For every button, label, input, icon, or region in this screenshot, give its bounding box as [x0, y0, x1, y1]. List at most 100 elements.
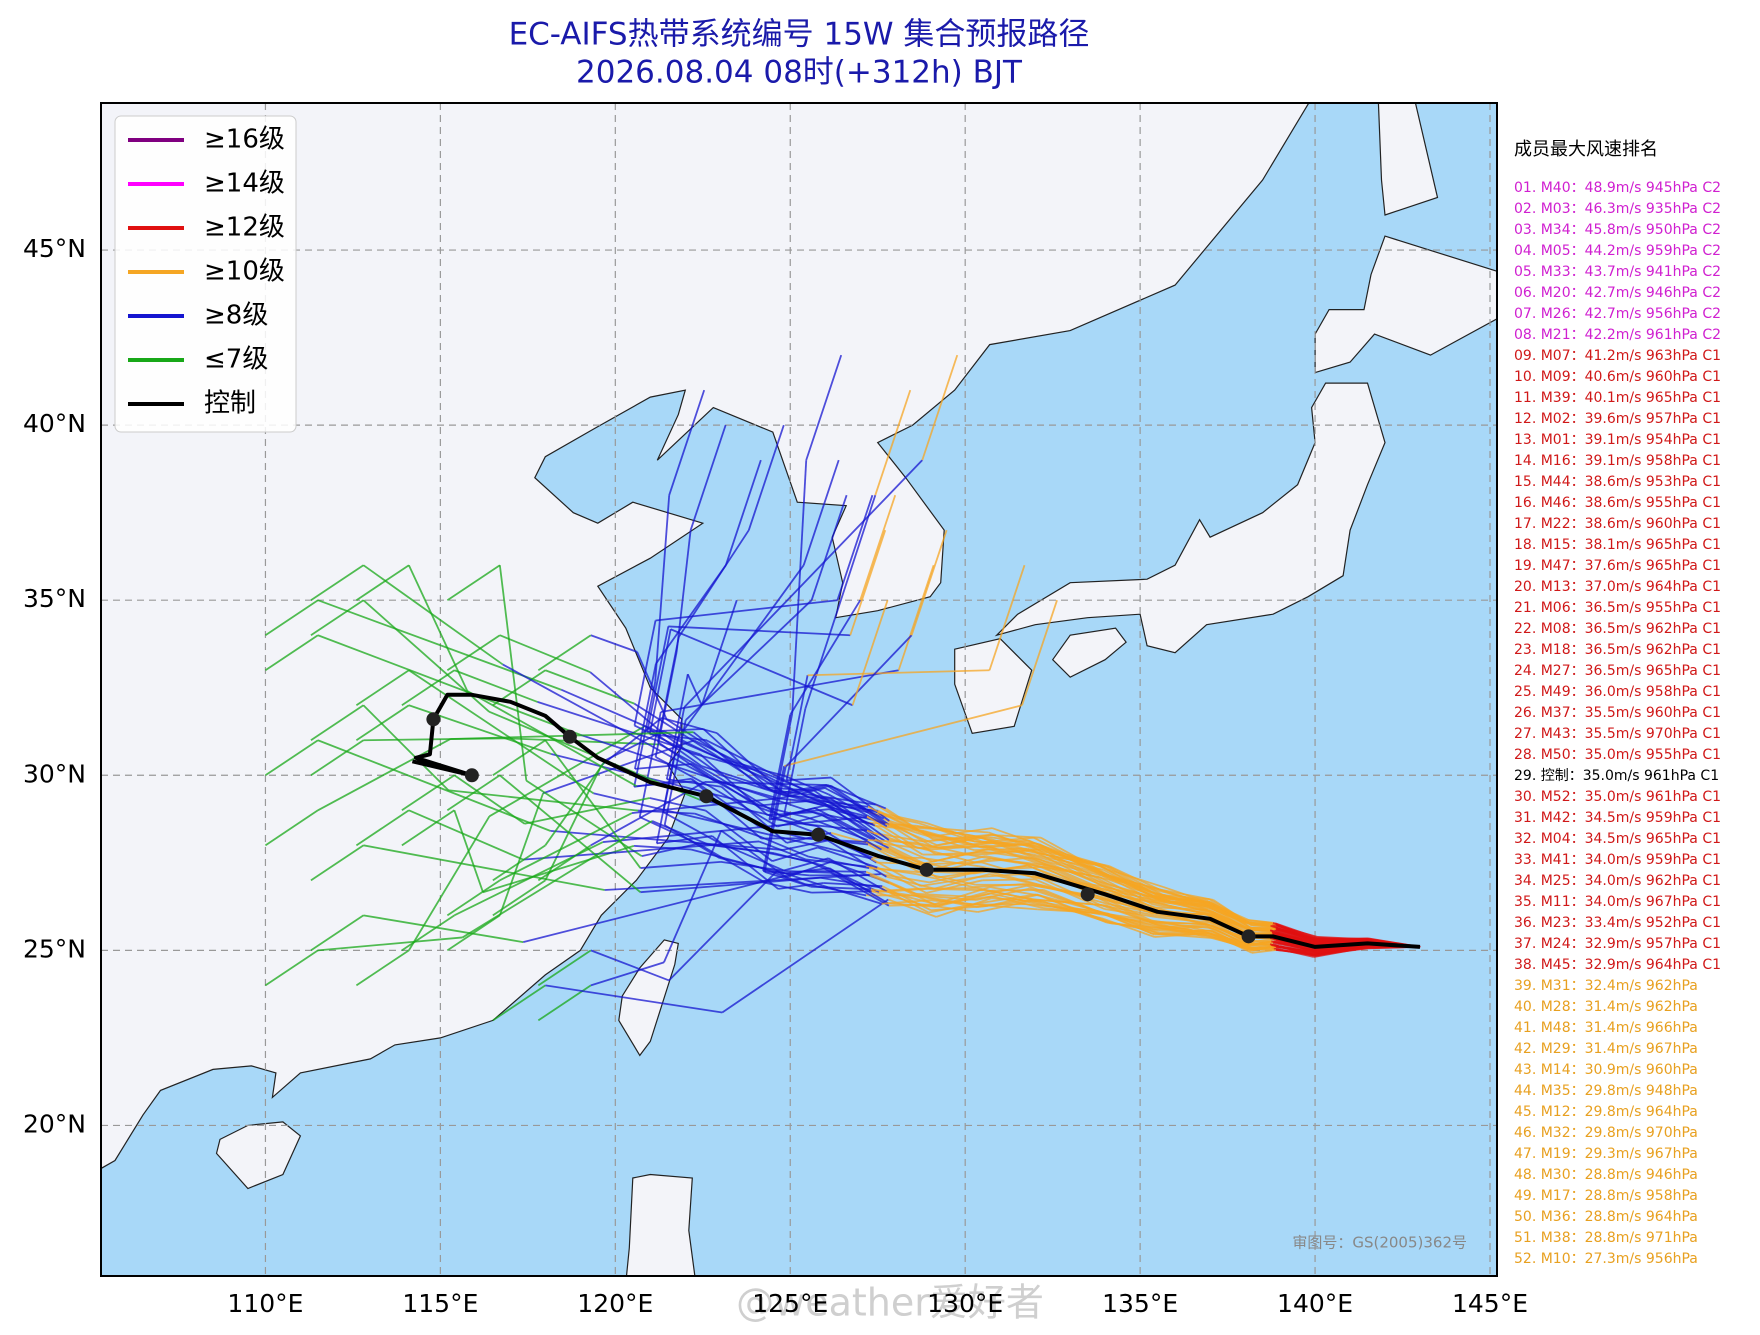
member-track [1151, 924, 1206, 929]
frame [100, 102, 1498, 1277]
ranking-item: 37. M24：32.9m/s 957hPa C1 [1514, 936, 1721, 952]
member-track [488, 725, 646, 818]
member-track [1030, 899, 1102, 914]
member-track [1209, 921, 1249, 945]
member-track [782, 784, 828, 794]
member-track [759, 800, 807, 807]
ranking-item: 46. M32：29.8m/s 970hPa [1514, 1125, 1698, 1141]
member-track [264, 634, 319, 671]
member-track [973, 884, 1028, 898]
member-track [656, 835, 713, 845]
legend-label: ≥10级 [204, 257, 285, 287]
control-point [699, 789, 714, 804]
member-track [492, 739, 546, 777]
ranking-item: 26. M37：35.5m/s 960hPa C1 [1514, 705, 1721, 721]
member-track [1205, 902, 1246, 928]
ranking-item: 18. M15：38.1m/s 965hPa C1 [1514, 537, 1721, 553]
x-tick-label: 115°E [402, 1289, 478, 1318]
member-track [1207, 931, 1247, 946]
x-tick-label: 135°E [1102, 1289, 1178, 1318]
member-track [929, 855, 986, 871]
member-track [859, 494, 897, 601]
y-tick-label: 35°N [23, 584, 86, 613]
member-track [499, 774, 641, 893]
ranking-item: 12. M02：39.6m/s 957hPa C1 [1514, 411, 1721, 427]
member-track [633, 620, 657, 726]
ranking-item: 03. M34：45.8m/s 950hPa C2 [1514, 222, 1721, 238]
ranking-item: 33. M41：34.0m/s 959hPa C1 [1514, 852, 1721, 868]
member-track [805, 870, 867, 873]
member-track [670, 628, 853, 707]
ranking-item: 50. M36：28.8m/s 964hPa [1514, 1209, 1698, 1225]
member-track [935, 897, 992, 918]
member-track [829, 817, 889, 849]
x-tick-label: 120°E [577, 1289, 653, 1318]
member-track [718, 841, 785, 872]
member-track [707, 843, 775, 855]
y-tick-label: 40°N [23, 409, 86, 438]
ranking-item: 30. M52：35.0m/s 961hPa C1 [1514, 789, 1721, 805]
member-track [1037, 865, 1108, 894]
member-track [885, 807, 935, 841]
control-track [411, 692, 1421, 949]
member-track [1211, 937, 1250, 949]
member-track [446, 564, 501, 601]
ranking-item: 21. M06：36.5m/s 955hPa C1 [1514, 600, 1721, 616]
member-track [646, 626, 670, 732]
member-track [1207, 918, 1247, 942]
x-tick-label: 130°E [927, 1289, 1003, 1318]
member-track [668, 870, 778, 982]
ranking-item: 20. M13：37.0m/s 964hPa C1 [1514, 579, 1721, 595]
member-track [550, 753, 808, 819]
legend-label: ≥16级 [204, 125, 285, 155]
y-tick-label: 25°N [23, 934, 86, 963]
member-track [1312, 938, 1367, 943]
y-tick-label: 30°N [23, 759, 86, 788]
member-track [545, 984, 723, 1014]
member-track [1272, 921, 1316, 941]
ranking-title: 成员最大风速排名 [1514, 139, 1658, 160]
ranking-item: 38. M45：32.9m/s 964hPa C1 [1514, 957, 1721, 973]
ranking-item: 31. M42：34.5m/s 959hPa C1 [1514, 810, 1721, 826]
member-track [1156, 897, 1210, 909]
member-track [363, 914, 524, 943]
member-track [446, 879, 501, 917]
member-track [918, 822, 976, 843]
member-track [1104, 908, 1158, 919]
member-track [814, 807, 876, 840]
control-point [562, 729, 577, 744]
ranking-item: 07. M26：42.7m/s 956hPa C2 [1514, 306, 1721, 322]
member-track [810, 494, 848, 601]
member-track [499, 634, 591, 674]
member-track [355, 809, 410, 847]
ranking-item: 19. M47：37.6m/s 965hPa C1 [1514, 558, 1721, 574]
member-track [817, 846, 878, 869]
ranking-item: 51. M38：28.8m/s 971hPa [1514, 1230, 1698, 1246]
member-track [1152, 895, 1207, 902]
member-track [805, 800, 868, 818]
member-track [1269, 929, 1314, 943]
ranking-item: 23. M18：36.5m/s 962hPa C1 [1514, 642, 1721, 658]
member-track [1021, 599, 1058, 706]
member-track [355, 704, 410, 742]
land [101, 103, 1310, 1170]
member-track [865, 870, 917, 895]
member-track [1245, 920, 1271, 927]
member-track [651, 820, 709, 846]
ranking-item: 32. M04：34.5m/s 965hPa C1 [1514, 831, 1721, 847]
member-track [937, 827, 993, 837]
land [215, 1121, 302, 1190]
ranking-item: 43. M14：30.9m/s 960hPa [1514, 1062, 1698, 1078]
land [1051, 627, 1127, 678]
member-track [983, 889, 1037, 901]
member-track [662, 730, 719, 759]
member-track [264, 949, 319, 987]
ranking-item: 34. M25：34.0m/s 962hPa C1 [1514, 873, 1721, 889]
member-track [492, 879, 546, 917]
member-track [505, 737, 660, 746]
member-track [786, 784, 832, 795]
ranking-item: 04. M05：44.2m/s 959hPa C2 [1514, 243, 1721, 259]
member-track [633, 844, 692, 851]
member-track [1205, 924, 1246, 944]
member-track [1156, 899, 1210, 913]
